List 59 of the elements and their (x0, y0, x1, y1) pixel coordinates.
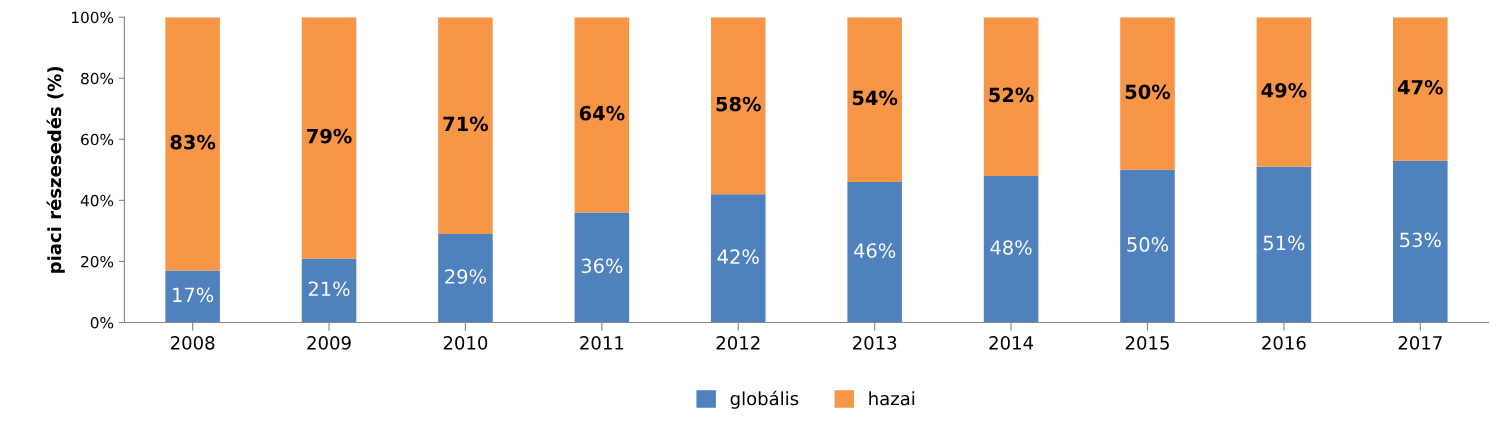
data-label: 49% (1261, 82, 1307, 98)
bar (1120, 169, 1175, 323)
x-tick-label: 2016 (1262, 336, 1306, 350)
data-label: 21% (308, 281, 350, 297)
legend-label: globális (730, 390, 799, 409)
data-label: 47% (1397, 79, 1443, 95)
x-tick-label: 2008 (170, 336, 215, 350)
bar (710, 17, 766, 195)
bar (983, 17, 1039, 176)
data-label: 64% (579, 105, 625, 121)
bar (438, 233, 493, 323)
x-tick-label: 2009 (307, 336, 351, 350)
bar (710, 194, 766, 323)
y-tick-label: 80% (81, 72, 114, 85)
data-label: 42% (717, 249, 759, 265)
data-label: 58% (716, 96, 761, 112)
data-label: 29% (445, 269, 486, 284)
bar (847, 182, 902, 323)
x-tick-label: 2011 (580, 336, 624, 350)
y-tick-label: 60% (81, 133, 114, 146)
data-label: 46% (854, 243, 896, 258)
data-label: 54% (852, 90, 898, 106)
y-axis-title: piaci részesedés (%) (46, 66, 65, 273)
bar (1393, 17, 1448, 161)
data-label: 79% (307, 128, 352, 144)
y-tick-label: 100% (72, 11, 114, 24)
bar (574, 17, 630, 213)
bar (1393, 160, 1448, 323)
data-label: 50% (1125, 84, 1171, 100)
bar (574, 212, 630, 323)
legend-label: hazai (869, 391, 915, 406)
data-label: 51% (1263, 235, 1305, 251)
bar (301, 17, 357, 259)
x-tick-label: 2015 (1125, 336, 1169, 350)
bar (1120, 17, 1175, 170)
bar (165, 270, 220, 323)
bar (438, 17, 493, 234)
x-tick-label: 2017 (1398, 336, 1442, 350)
y-tick-label: 20% (81, 255, 114, 268)
bar (165, 17, 220, 271)
y-tick-label: 0% (90, 316, 114, 329)
x-tick-label: 2010 (443, 336, 488, 350)
bar (847, 17, 902, 183)
data-label: 71% (443, 116, 489, 132)
data-label: 48% (990, 240, 1032, 255)
data-label: 83% (170, 134, 216, 150)
data-label: 17% (173, 287, 214, 303)
bar (1256, 17, 1312, 167)
x-tick-label: 2012 (716, 336, 760, 350)
x-tick-label: 2014 (989, 336, 1034, 350)
data-label: 36% (581, 258, 623, 274)
bar (1256, 166, 1312, 323)
data-label: 52% (989, 87, 1034, 103)
data-label: 50% (1127, 237, 1169, 252)
x-tick-label: 2013 (853, 336, 897, 350)
data-label: 53% (1400, 232, 1441, 248)
bar (983, 175, 1039, 323)
bar (301, 258, 357, 323)
y-tick-label: 40% (80, 194, 114, 207)
